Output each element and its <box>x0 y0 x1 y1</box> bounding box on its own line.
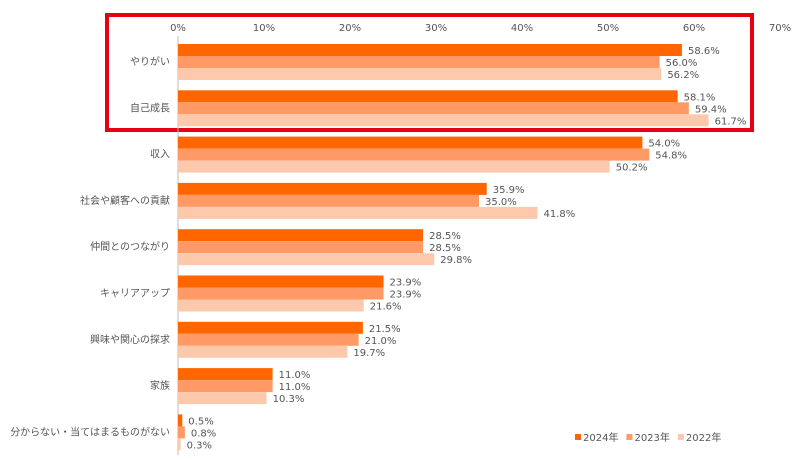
y-tick-label: 家族 <box>150 379 170 392</box>
y-tick-label: 収入 <box>150 149 170 161</box>
bar <box>178 241 424 254</box>
bar <box>178 148 650 161</box>
highlight-box <box>105 13 754 132</box>
y-tick-label: 仲間とのつながり <box>90 240 170 253</box>
legend-swatch <box>575 434 581 440</box>
value-label: 11.0% <box>279 370 311 381</box>
value-label: 28.5% <box>429 243 461 254</box>
bar <box>178 368 273 381</box>
bar <box>178 438 181 451</box>
x-tick-label: 10% <box>253 23 275 34</box>
y-tick-label: 社会や顧客への貢献 <box>80 194 170 207</box>
bar <box>178 299 364 312</box>
value-label: 19.7% <box>353 348 385 359</box>
value-label: 54.0% <box>648 139 680 150</box>
x-tick-label: 60% <box>683 23 705 34</box>
value-label: 58.1% <box>684 92 716 103</box>
x-tick-label: 50% <box>597 23 619 34</box>
value-label: 23.9% <box>390 278 422 289</box>
y-tick-label: 分からない・当てはまるものがない <box>10 425 170 438</box>
value-label: 35.0% <box>485 197 517 208</box>
value-label: 59.4% <box>695 104 727 115</box>
bar <box>178 44 682 56</box>
bar <box>178 414 183 427</box>
x-tick-label: 0% <box>170 23 186 34</box>
value-label: 23.9% <box>390 290 422 301</box>
x-tick-label: 30% <box>425 23 447 34</box>
bar <box>178 275 384 288</box>
bar <box>178 160 610 173</box>
bar <box>178 136 643 149</box>
value-label: 29.8% <box>440 255 472 266</box>
legend-label: 2023年 <box>634 431 669 444</box>
value-label: 0.5% <box>188 416 213 427</box>
bar <box>178 333 359 346</box>
bar <box>178 380 273 393</box>
x-tick-label: 20% <box>339 23 361 34</box>
y-tick-label: キャリアアップ <box>100 288 170 300</box>
bar <box>178 182 487 195</box>
y-tick-label: やりがい <box>130 55 170 68</box>
legend-swatch <box>677 434 684 440</box>
bar <box>178 392 267 405</box>
bar <box>178 56 660 68</box>
bar <box>178 426 185 439</box>
bar <box>178 287 384 300</box>
x-tick-label: 70% <box>769 23 791 34</box>
bar <box>178 345 348 358</box>
bar <box>178 90 678 103</box>
value-label: 11.0% <box>279 382 311 393</box>
legend-swatch <box>626 434 633 440</box>
value-label: 41.8% <box>543 209 575 220</box>
bar <box>178 253 435 266</box>
bar <box>178 102 689 115</box>
legend-label: 2022年 <box>686 431 721 444</box>
bar <box>178 114 709 127</box>
value-label: 54.8% <box>655 151 687 162</box>
y-tick-label: 自己成長 <box>130 101 170 114</box>
value-label: 10.3% <box>273 394 305 405</box>
bar <box>178 68 662 80</box>
value-label: 50.2% <box>616 163 648 174</box>
value-label: 21.0% <box>365 336 397 347</box>
bar <box>178 321 363 334</box>
value-label: 21.6% <box>370 302 402 313</box>
value-label: 58.6% <box>688 46 720 57</box>
value-label: 21.5% <box>369 324 401 335</box>
value-label: 35.9% <box>493 185 525 196</box>
value-label: 0.3% <box>187 440 212 451</box>
bar <box>178 194 479 207</box>
bar <box>178 229 424 242</box>
x-tick-label: 40% <box>511 23 533 34</box>
value-label: 0.8% <box>191 428 216 439</box>
value-label: 56.0% <box>666 58 698 69</box>
value-label: 28.5% <box>429 231 461 242</box>
value-label: 56.2% <box>667 70 699 81</box>
y-tick-label: 興味や関心の探求 <box>90 333 170 346</box>
value-label: 61.7% <box>715 116 747 127</box>
legend-label: 2024年 <box>583 431 618 444</box>
bar <box>178 206 538 219</box>
